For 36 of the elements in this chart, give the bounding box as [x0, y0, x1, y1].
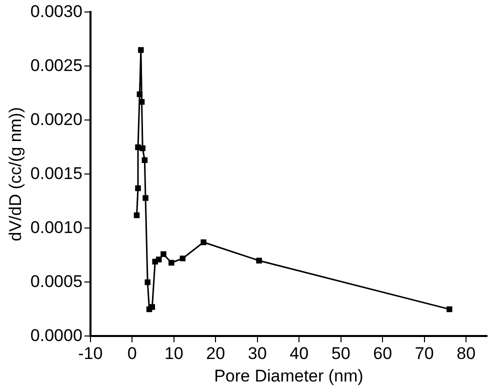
y-tick-label: 0.0025	[30, 56, 82, 75]
x-axis-title: Pore Diameter (nm)	[214, 366, 364, 386]
point	[142, 195, 148, 201]
point	[136, 91, 143, 98]
point	[160, 251, 166, 257]
y-tick-label: 0.0015	[30, 164, 82, 183]
point	[144, 279, 150, 286]
y-axis-title: dV/dD (cc/(g nm))	[6, 107, 25, 242]
x-tick-label: 80	[456, 344, 476, 364]
x-tick-label: 10	[164, 344, 184, 364]
y-tick-label: 0.0005	[30, 272, 82, 291]
point	[138, 47, 144, 53]
x-tick-label: 70	[414, 344, 434, 364]
x-tick-label: -10	[78, 344, 103, 364]
x-tick-label: 0	[127, 344, 137, 364]
point	[180, 256, 186, 262]
x-tick-label: 50	[331, 344, 350, 364]
x-tick-label: 30	[248, 344, 267, 364]
point	[256, 258, 262, 264]
y-tick-label: 0.0010	[30, 218, 82, 237]
point	[140, 145, 146, 152]
point	[138, 98, 145, 105]
point	[134, 212, 140, 218]
y-tick-label: 0.0000	[30, 326, 82, 345]
point	[200, 239, 206, 246]
point	[168, 260, 174, 266]
y-tick-label: 0.0020	[30, 110, 82, 129]
y-tick-label: 0.0030	[30, 2, 82, 21]
x-tick-label: 60	[373, 344, 392, 364]
point	[149, 304, 156, 310]
x-tick-label: 20	[206, 344, 226, 364]
point	[135, 185, 141, 192]
point	[142, 157, 148, 164]
x-tick-label: 40	[290, 344, 309, 364]
point	[156, 256, 162, 262]
point	[446, 306, 452, 312]
